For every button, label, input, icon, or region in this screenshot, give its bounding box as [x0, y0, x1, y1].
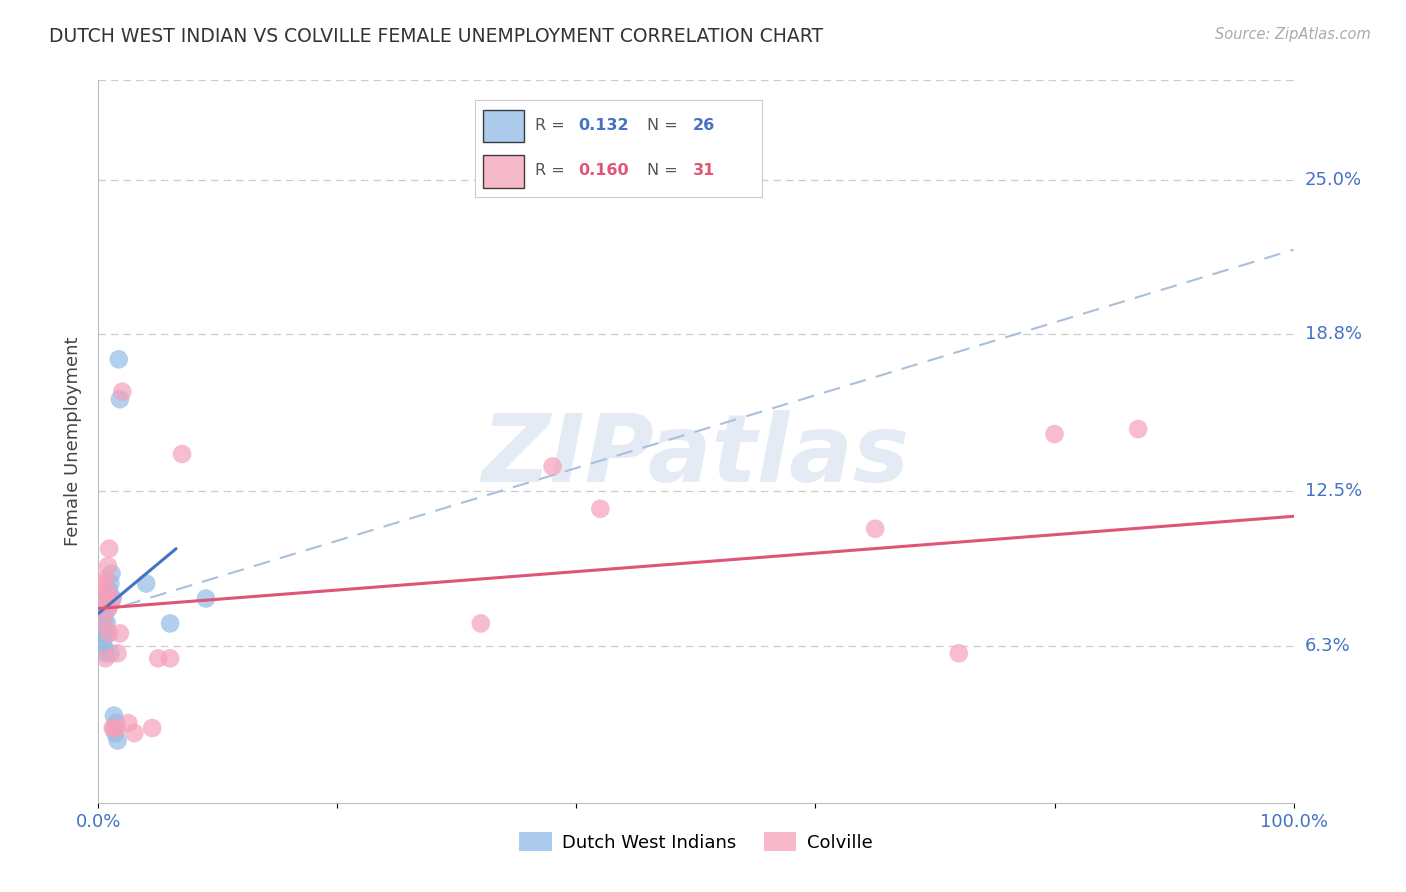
Point: [100, 566, 122, 581]
Point: [98, 584, 121, 599]
Point: [589, 501, 612, 516]
Point: [470, 616, 492, 631]
Point: [195, 591, 218, 606]
Text: 12.5%: 12.5%: [1305, 483, 1362, 500]
Point: [104, 726, 127, 740]
Point: [124, 726, 146, 740]
Point: [159, 651, 181, 665]
Point: [948, 646, 970, 660]
Point: [94, 572, 117, 586]
Point: [98, 576, 122, 591]
Point: [107, 352, 129, 367]
Point: [96, 584, 118, 599]
Point: [91, 576, 114, 591]
Point: [93, 621, 115, 635]
Point: [105, 716, 128, 731]
Point: [1128, 422, 1150, 436]
Point: [103, 721, 125, 735]
Text: ZIPatlas: ZIPatlas: [482, 410, 910, 502]
Point: [117, 716, 139, 731]
Legend: Dutch West Indians, Colville: Dutch West Indians, Colville: [512, 825, 880, 859]
Point: [93, 641, 115, 656]
Point: [101, 591, 124, 606]
Point: [97, 601, 120, 615]
Text: 6.3%: 6.3%: [1305, 637, 1350, 655]
Point: [94, 597, 117, 611]
Point: [541, 459, 564, 474]
Point: [1043, 427, 1066, 442]
Point: [98, 626, 121, 640]
Point: [91, 591, 114, 606]
Point: [93, 616, 115, 631]
Point: [108, 626, 131, 640]
Point: [101, 721, 124, 735]
Point: [135, 576, 157, 591]
Point: [97, 589, 120, 603]
Point: [141, 721, 163, 735]
Y-axis label: Female Unemployment: Female Unemployment: [63, 337, 82, 546]
Point: [108, 392, 131, 407]
Point: [96, 626, 118, 640]
Point: [111, 384, 134, 399]
Point: [98, 541, 121, 556]
Point: [97, 559, 120, 574]
Point: [103, 708, 125, 723]
Text: Source: ZipAtlas.com: Source: ZipAtlas.com: [1215, 27, 1371, 42]
Point: [91, 616, 114, 631]
Text: 18.8%: 18.8%: [1305, 326, 1361, 343]
Point: [159, 616, 181, 631]
Text: 25.0%: 25.0%: [1305, 171, 1362, 189]
Point: [107, 646, 129, 660]
Point: [91, 626, 114, 640]
Point: [91, 633, 114, 648]
Point: [172, 447, 194, 461]
Point: [105, 721, 128, 735]
Point: [97, 601, 120, 615]
Point: [865, 522, 887, 536]
Point: [93, 609, 115, 624]
Point: [148, 651, 170, 665]
Point: [100, 591, 122, 606]
Point: [96, 616, 118, 631]
Point: [98, 597, 122, 611]
Point: [94, 651, 117, 665]
Point: [94, 646, 117, 660]
Point: [107, 733, 129, 747]
Point: [98, 646, 122, 660]
Text: DUTCH WEST INDIAN VS COLVILLE FEMALE UNEMPLOYMENT CORRELATION CHART: DUTCH WEST INDIAN VS COLVILLE FEMALE UNE…: [49, 27, 824, 45]
